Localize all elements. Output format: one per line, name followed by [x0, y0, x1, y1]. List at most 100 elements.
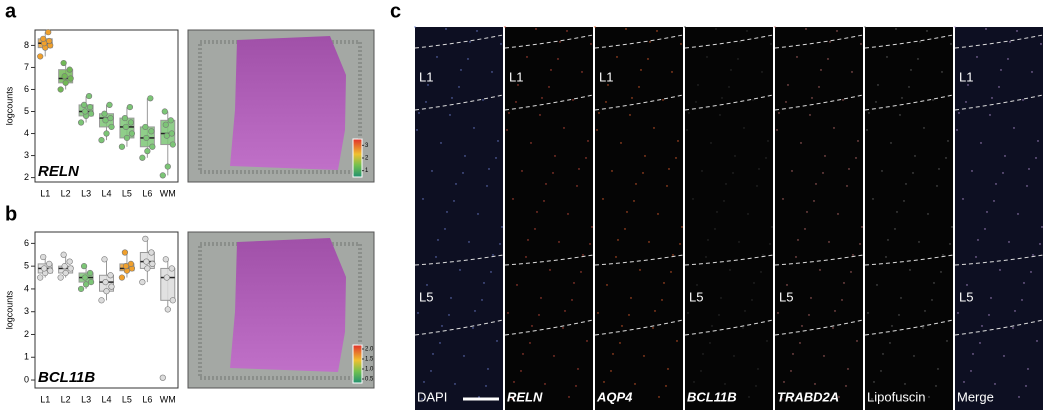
- speckle: [417, 312, 419, 314]
- speckle: [591, 226, 593, 228]
- point: [87, 110, 95, 117]
- speckle: [432, 353, 434, 355]
- speckle: [531, 325, 533, 327]
- speckle: [601, 398, 603, 400]
- micro-panel: [955, 27, 1043, 410]
- speckle: [882, 353, 884, 355]
- speckle: [937, 368, 939, 370]
- speckle: [672, 254, 674, 256]
- speckle: [477, 213, 479, 215]
- speckle: [693, 381, 695, 383]
- layer-boundary: [864, 319, 954, 336]
- speckle: [963, 381, 965, 383]
- speckle: [1021, 299, 1023, 301]
- speckle: [460, 69, 462, 71]
- point: [101, 110, 108, 117]
- speckle: [507, 312, 509, 314]
- legend-tick-label: 1.5: [365, 357, 374, 363]
- point: [66, 66, 73, 73]
- speckle: [935, 385, 937, 387]
- speckle: [615, 256, 617, 258]
- speckle: [923, 127, 925, 129]
- speckle: [624, 228, 626, 230]
- layer-boundary: [954, 34, 1044, 49]
- speckle: [496, 340, 498, 342]
- speckle: [760, 271, 762, 273]
- point: [142, 123, 149, 131]
- point: [139, 279, 146, 286]
- speckle: [739, 41, 741, 43]
- speckle: [894, 228, 896, 230]
- point: [61, 263, 68, 270]
- point: [143, 258, 150, 265]
- speckle: [1008, 241, 1010, 243]
- speckle: [688, 112, 690, 114]
- speckle: [756, 185, 758, 187]
- y-tick-label: 8: [24, 40, 29, 50]
- speckle: [724, 383, 726, 385]
- speckle: [500, 43, 502, 45]
- speckle: [675, 157, 677, 159]
- point: [102, 117, 109, 124]
- speckle: [621, 325, 623, 327]
- speckle: [940, 271, 942, 273]
- speckle: [795, 256, 797, 258]
- speckle: [864, 26, 866, 28]
- speckle: [828, 241, 830, 243]
- speckle: [640, 69, 642, 71]
- speckle: [876, 284, 878, 286]
- layer-boundary: [594, 254, 684, 266]
- speckle: [701, 170, 703, 172]
- speckle: [597, 312, 599, 314]
- speckle: [814, 383, 816, 385]
- speckle: [809, 114, 811, 116]
- point: [159, 374, 166, 381]
- speckle: [797, 239, 799, 241]
- speckle: [851, 71, 853, 73]
- speckle: [616, 56, 618, 58]
- x-tick-label: L2: [61, 394, 71, 404]
- speckle: [1030, 271, 1032, 273]
- speckle: [450, 297, 452, 299]
- speckle: [648, 241, 650, 243]
- point: [159, 172, 166, 179]
- speckle: [791, 170, 793, 172]
- y-tick-label: 4: [24, 283, 29, 293]
- speckle: [552, 172, 554, 174]
- speckle: [423, 381, 425, 383]
- speckle: [462, 172, 464, 174]
- speckle: [961, 398, 963, 400]
- plot-frame: [34, 231, 179, 389]
- speckle: [914, 155, 916, 157]
- speckle: [435, 256, 437, 258]
- speckle: [771, 226, 773, 228]
- speckle: [451, 97, 453, 99]
- point: [121, 115, 129, 122]
- point: [40, 253, 47, 261]
- speckle: [792, 353, 794, 355]
- layer-boundary: [954, 254, 1044, 266]
- speckle: [644, 155, 646, 157]
- speckle: [855, 157, 857, 159]
- point: [57, 86, 64, 93]
- speckle: [566, 30, 568, 32]
- point: [144, 148, 151, 155]
- speckle: [898, 314, 900, 316]
- speckle: [790, 370, 792, 372]
- speckle: [544, 383, 546, 385]
- speckle: [984, 228, 986, 230]
- speckle: [472, 327, 474, 329]
- speckle: [437, 239, 439, 241]
- speckle: [903, 200, 905, 202]
- speckle: [718, 314, 720, 316]
- speckle: [492, 254, 494, 256]
- speckle: [680, 43, 682, 45]
- legend-tick-label: 0.5: [365, 377, 374, 383]
- channel-label: BCL11B: [687, 389, 737, 404]
- layer-boundary: [774, 94, 864, 111]
- speckle: [904, 383, 906, 385]
- speckle: [733, 355, 735, 357]
- layer-boundary: [774, 34, 864, 49]
- speckle: [938, 168, 940, 170]
- speckle: [668, 168, 670, 170]
